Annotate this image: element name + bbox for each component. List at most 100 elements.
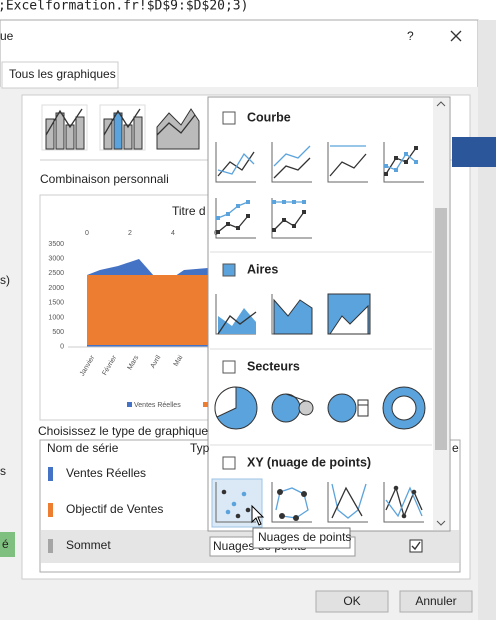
formula-text: ;Excelformation.fr!$D$9:$D$20;3) [0, 0, 248, 14]
chart-type-option[interactable] [327, 393, 369, 423]
icon-line [329, 153, 367, 177]
icon-dot [245, 507, 251, 513]
icon-line [273, 157, 311, 179]
combo-icon[interactable] [155, 105, 200, 150]
chart-type-option[interactable] [271, 198, 312, 239]
chart-type-option[interactable] [327, 482, 368, 523]
chart-type-option[interactable] [271, 142, 312, 183]
chart-type-option[interactable] [383, 142, 424, 183]
ok-button[interactable] [315, 590, 389, 613]
icon-marker [236, 204, 240, 208]
cancel-label: Annuler [415, 594, 456, 608]
ok-label: OK [343, 594, 360, 608]
chart-type-option[interactable] [271, 482, 312, 523]
chart-type-option[interactable] [382, 386, 426, 430]
icon-line [45, 108, 83, 136]
icon-marker [302, 200, 306, 204]
chart-type-option[interactable] [383, 482, 424, 523]
chart-type-option[interactable] [215, 294, 257, 335]
icon-marker [404, 152, 408, 156]
icon-dot [293, 515, 299, 521]
combo-icon[interactable] [99, 104, 146, 151]
section-icon [222, 360, 236, 374]
icon-line [217, 152, 255, 175]
preview-legend: Ventes Réelles [134, 402, 181, 409]
icon-marker [216, 216, 220, 220]
icon-axes [215, 482, 256, 523]
tab-label[interactable]: Tous les graphiques [9, 67, 116, 81]
chart-type-option[interactable] [327, 293, 371, 335]
icons: s)sé35003000250020001500100050000246Janv… [0, 104, 459, 608]
preview-y-label: 3500 [48, 241, 64, 248]
icon-marker [282, 218, 286, 222]
icon-marker [226, 222, 230, 226]
icon-marker [246, 214, 250, 218]
icon-marker [394, 168, 398, 172]
icon-axes [327, 482, 368, 523]
chart-type-option[interactable] [327, 142, 368, 183]
icon-axes [215, 198, 256, 239]
icon-line [217, 215, 249, 233]
preview-y-label: 500 [52, 329, 64, 336]
section-header: Aires [247, 262, 278, 276]
preview-top-label: 4 [171, 230, 175, 237]
chart-type-option[interactable] [215, 482, 256, 523]
icon-marker [302, 210, 306, 214]
chart-type-option[interactable] [214, 386, 258, 430]
icon-dot [301, 491, 307, 497]
icon-marker [292, 200, 296, 204]
section-header: Secteurs [247, 359, 300, 373]
icon-marker [282, 200, 286, 204]
icon-marker [216, 230, 220, 234]
section-icon [222, 456, 236, 470]
icon-hole [391, 395, 417, 421]
icon-area [329, 304, 369, 335]
tooltip [252, 527, 351, 549]
icon-bar [113, 112, 123, 150]
section-icon [222, 111, 236, 125]
icon-marker [394, 156, 398, 160]
scroll-thumb[interactable] [435, 208, 447, 450]
chart-type-option[interactable] [271, 294, 313, 335]
icon-axes [271, 142, 312, 183]
icon-axes [215, 142, 256, 183]
icon-line [331, 483, 367, 519]
icon-pie [271, 393, 301, 423]
preview-y-label: 2500 [48, 270, 64, 277]
chart-type-option[interactable] [215, 142, 256, 183]
scroll-arrows[interactable] [436, 101, 446, 526]
icon-dot [401, 513, 407, 519]
cursor [251, 504, 265, 526]
checkbox[interactable] [409, 539, 423, 553]
chart-type-option[interactable] [215, 198, 256, 239]
icon-line [103, 108, 141, 136]
preview-title: Titre d [172, 204, 206, 218]
series-color [48, 539, 53, 553]
formula-bar [0, 0, 496, 20]
icon-dot [393, 485, 399, 491]
icon-line [217, 151, 255, 177]
preview-y-label: 0 [60, 344, 64, 351]
icon-axes [327, 142, 368, 183]
close-button[interactable] [450, 30, 462, 42]
icon-bar [357, 399, 369, 417]
combo-title: Combinaison personnali [40, 172, 169, 186]
tab[interactable] [1, 61, 119, 89]
icon-marker [272, 200, 276, 204]
help-button[interactable]: ? [407, 29, 414, 43]
preview-y-label: 2000 [48, 285, 64, 292]
side-label: é [2, 537, 9, 551]
icon-dot [225, 509, 231, 515]
cancel-button[interactable] [399, 590, 473, 613]
combo-icon[interactable] [41, 104, 88, 151]
chart-type-option[interactable] [271, 393, 314, 423]
preview-y-label: 1000 [48, 314, 64, 321]
icon-line [385, 153, 417, 171]
series-name: Objectif de Ventes [66, 502, 163, 516]
icon-dot [411, 489, 417, 495]
outside [478, 20, 496, 620]
tooltip-text: Nuages de points [258, 530, 351, 544]
preview-top-label: 2 [128, 230, 132, 237]
icon-axes [271, 198, 312, 239]
